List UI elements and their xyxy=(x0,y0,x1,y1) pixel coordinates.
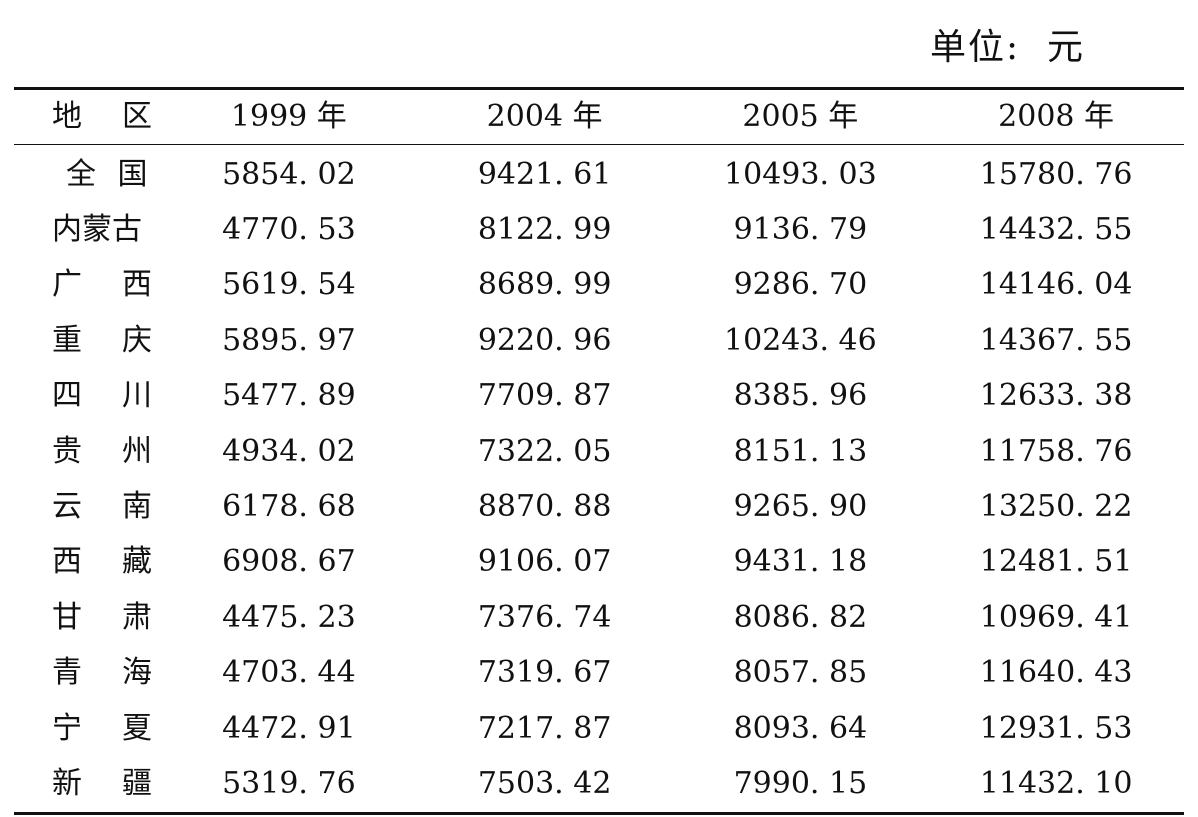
table-row: 贵州 4934. 02 7322. 05 8151. 13 11758. 76 xyxy=(14,424,1184,479)
value-cell-1999: 5619. 54 xyxy=(222,267,356,303)
region-name: 云南 xyxy=(52,489,152,525)
region-cell: 西藏 xyxy=(14,535,161,590)
region-name: 重庆 xyxy=(52,322,152,358)
value-cell-2005: 8086. 82 xyxy=(733,599,868,635)
region-name: 青海 xyxy=(52,655,152,691)
value-cell-2008: 11432. 10 xyxy=(979,765,1133,801)
value-cell-2005: 9265. 90 xyxy=(733,489,868,525)
value-cell-2008: 10969. 41 xyxy=(979,599,1133,635)
value-cell-2005: 9431. 18 xyxy=(733,544,868,580)
region-cell: 四川 xyxy=(14,369,161,424)
region-name: 西藏 xyxy=(52,544,152,580)
value-cell-2005: 8151. 13 xyxy=(733,433,868,469)
value-cell-2008: 11640. 43 xyxy=(979,655,1133,691)
value-cell-2008: 15780. 76 xyxy=(979,156,1133,192)
value-cell-2004: 8122. 99 xyxy=(477,212,612,248)
value-cell-2005: 9136. 79 xyxy=(733,212,868,248)
value-cell-2008: 14367. 55 xyxy=(979,322,1133,358)
region-name: 广西 xyxy=(52,267,152,303)
value-cell-1999: 6178. 68 xyxy=(222,489,356,525)
table-row: 西藏 6908. 67 9106. 07 9431. 18 12481. 51 xyxy=(14,535,1184,590)
value-cell-2004: 7322. 05 xyxy=(477,433,612,469)
value-cell-2004: 7217. 87 xyxy=(477,710,612,746)
value-cell-1999: 4934. 02 xyxy=(222,433,356,469)
table-row: 甘肃 4475. 23 7376. 74 8086. 82 10969. 41 xyxy=(14,590,1184,645)
value-cell-1999: 5477. 89 xyxy=(222,378,356,414)
table-body: 全 国 5854. 02 9421. 61 10493. 03 15780. 76 内蒙古… xyxy=(14,145,1184,814)
table-row: 青海 4703. 44 7319. 67 8057. 85 11640. 43 xyxy=(14,646,1184,701)
region-cell: 云南 xyxy=(14,479,161,534)
region-name: 四川 xyxy=(52,378,152,414)
value-cell-2005: 8385. 96 xyxy=(733,378,868,414)
unit-label: 单位: 元 xyxy=(930,27,1086,68)
value-cell-2008: 11758. 76 xyxy=(979,433,1133,469)
value-cell-1999: 5319. 76 xyxy=(222,765,356,801)
header-region: 地 区 xyxy=(14,89,161,145)
table-row: 新疆 5319. 76 7503. 42 7990. 15 11432. 10 xyxy=(14,756,1184,814)
value-cell-2004: 9220. 96 xyxy=(477,322,612,358)
value-cell-2004: 8870. 88 xyxy=(477,489,612,525)
header-region-label: 地 区 xyxy=(52,99,152,134)
header-2004: 2004 年 xyxy=(486,99,603,134)
value-cell-2008: 14146. 04 xyxy=(979,267,1133,303)
value-cell-1999: 5854. 02 xyxy=(222,156,356,192)
region-cell: 青海 xyxy=(14,646,161,701)
value-cell-2005: 9286. 70 xyxy=(733,267,868,303)
value-cell-2004: 7503. 42 xyxy=(477,765,612,801)
value-cell-2005: 7990. 15 xyxy=(733,765,868,801)
value-cell-1999: 6908. 67 xyxy=(222,544,356,580)
value-cell-1999: 4475. 23 xyxy=(222,599,356,635)
value-cell-1999: 4770. 53 xyxy=(222,212,356,248)
region-name: 新疆 xyxy=(52,765,152,801)
value-cell-2008: 12931. 53 xyxy=(979,710,1133,746)
region-name: 宁夏 xyxy=(52,710,152,746)
region-name: 贵州 xyxy=(52,433,152,469)
value-cell-2008: 12633. 38 xyxy=(979,378,1133,414)
table-row: 重庆 5895. 97 9220. 96 10243. 46 14367. 55 xyxy=(14,313,1184,368)
value-cell-2005: 10493. 03 xyxy=(724,156,877,192)
value-cell-2005: 8057. 85 xyxy=(733,655,868,691)
value-cell-2004: 9106. 07 xyxy=(477,544,612,580)
region-name: 内蒙古 xyxy=(52,212,142,248)
value-cell-2004: 7319. 67 xyxy=(477,655,612,691)
value-cell-2005: 10243. 46 xyxy=(724,322,877,358)
value-cell-1999: 4472. 91 xyxy=(222,710,356,746)
value-cell-2004: 7376. 74 xyxy=(477,599,612,635)
table-row: 宁夏 4472. 91 7217. 87 8093. 64 12931. 53 xyxy=(14,701,1184,756)
header-2008: 2008 年 xyxy=(998,99,1115,134)
region-cell: 全 国 xyxy=(14,145,161,203)
data-table: 地 区 1999 年 2004 年 2005 年 2008 年 全 国 5854.… xyxy=(14,87,1184,815)
value-cell-2004: 9421. 61 xyxy=(477,156,612,192)
region-cell: 新疆 xyxy=(14,756,161,813)
value-cell-1999: 4703. 44 xyxy=(222,655,356,691)
region-cell: 广西 xyxy=(14,258,161,313)
value-cell-2008: 12481. 51 xyxy=(979,544,1133,580)
header-row: 地 区 1999 年 2004 年 2005 年 2008 年 xyxy=(14,88,1184,145)
header-1999: 1999 年 xyxy=(230,99,347,134)
region-name: 甘肃 xyxy=(52,599,152,635)
value-cell-2004: 7709. 87 xyxy=(477,378,612,414)
table-row: 全 国 5854. 02 9421. 61 10493. 03 15780. 76 xyxy=(14,145,1184,203)
value-cell-2008: 13250. 22 xyxy=(979,489,1133,525)
header-2005: 2005 年 xyxy=(742,99,859,134)
region-cell: 甘肃 xyxy=(14,590,161,645)
region-cell: 宁夏 xyxy=(14,701,161,756)
table-row: 内蒙古 4770. 53 8122. 99 9136. 79 14432. 55 xyxy=(14,202,1184,257)
table-row: 广西 5619. 54 8689. 99 9286. 70 14146. 04 xyxy=(14,258,1184,313)
value-cell-2008: 14432. 55 xyxy=(979,212,1133,248)
region-cell: 重庆 xyxy=(14,313,161,368)
value-cell-2005: 8093. 64 xyxy=(733,710,868,746)
region-cell: 内蒙古 xyxy=(14,202,161,257)
table-row: 云南 6178. 68 8870. 88 9265. 90 13250. 22 xyxy=(14,479,1184,534)
table-row: 四川 5477. 89 7709. 87 8385. 96 12633. 38 xyxy=(14,369,1184,424)
region-cell: 贵州 xyxy=(14,424,161,479)
value-cell-2004: 8689. 99 xyxy=(477,267,612,303)
region-name: 全 国 xyxy=(66,156,154,192)
value-cell-1999: 5895. 97 xyxy=(222,322,356,358)
table-header: 地 区 1999 年 2004 年 2005 年 2008 年 xyxy=(14,88,1184,145)
